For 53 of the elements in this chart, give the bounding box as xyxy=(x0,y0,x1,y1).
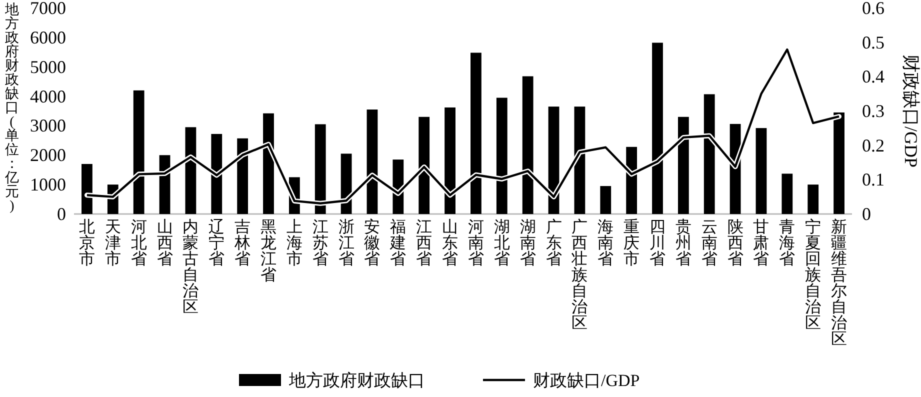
x-tick-label: 黑龙江省 xyxy=(260,219,276,284)
y2-tick-label: 0.2 xyxy=(862,135,884,156)
y-tick-label: 6000 xyxy=(30,27,66,48)
text: 地方政府财政缺口(单位：亿元) xyxy=(5,3,19,214)
y-tick-label: 1000 xyxy=(30,174,66,195)
y-tick-label: 2000 xyxy=(30,145,66,166)
bar xyxy=(782,174,793,214)
y-tick-label: 3000 xyxy=(30,116,66,136)
x-tick-label: 内蒙古自治区 xyxy=(182,218,199,316)
x-tick-label: 甘肃省 xyxy=(753,218,770,268)
x-tick-label: 重庆市 xyxy=(624,218,640,268)
x-tick-label: 云南省 xyxy=(701,219,718,268)
x-tick-label: 山东省 xyxy=(442,218,458,268)
x-tick-label: 江西省 xyxy=(416,219,432,268)
x-tick-label: 安徽省 xyxy=(364,218,380,268)
legend-label: 地方政府财政缺口 xyxy=(288,371,425,390)
x-tick-label: 贵州省 xyxy=(675,218,692,268)
y2-tick-label: 0 xyxy=(862,204,871,224)
x-tick-label: 湖南省 xyxy=(520,218,536,268)
x-tick-label: 河北省 xyxy=(130,219,147,268)
x-tick-label: 山西省 xyxy=(156,218,173,268)
bar xyxy=(600,186,612,214)
x-tick-label: 宁夏回族自治区 xyxy=(805,218,822,332)
x-tick-label: 新疆维吾尔自治区 xyxy=(831,218,848,348)
x-tick-label: 福建省 xyxy=(389,218,406,268)
x-tick-label: 广西壮族自治区 xyxy=(570,218,588,332)
x-tick-label: 江苏省 xyxy=(312,219,328,268)
y2-tick-label: 0.6 xyxy=(862,0,884,18)
x-tick-label: 北京市 xyxy=(78,218,95,268)
x-tick-label: 浙江省 xyxy=(338,218,354,268)
y2-tick-label: 0.3 xyxy=(862,101,884,121)
x-tick-label: 青海省 xyxy=(779,218,796,268)
x-tick-label: 天津市 xyxy=(104,219,121,268)
y2-tick-label: 0.1 xyxy=(862,170,884,190)
x-tick-label: 广东省 xyxy=(546,218,562,268)
y2-axis-title: 财政缺口/GDP xyxy=(901,54,921,168)
y-tick-label: 7000 xyxy=(30,0,66,18)
x-tick-label: 陕西省 xyxy=(727,219,744,268)
y-tick-label: 4000 xyxy=(30,86,66,106)
y2-tick-label: 0.4 xyxy=(862,66,884,87)
x-tick-label: 海南省 xyxy=(598,219,614,268)
y-tick-label: 5000 xyxy=(30,56,66,77)
x-tick-label: 湖北省 xyxy=(494,218,510,268)
bar xyxy=(756,128,767,214)
x-tick-label: 上海市 xyxy=(286,218,302,268)
x-tick-label: 四川省 xyxy=(650,219,666,268)
legend-label: 财政缺口/GDP xyxy=(533,371,640,390)
y-tick-label: 0 xyxy=(57,204,66,224)
x-tick-label: 吉林省 xyxy=(234,218,251,268)
y2-tick-label: 0.5 xyxy=(862,32,884,52)
x-tick-label: 辽宁省 xyxy=(208,218,225,268)
bar xyxy=(808,184,819,214)
x-tick-label: 河南省 xyxy=(468,219,484,268)
